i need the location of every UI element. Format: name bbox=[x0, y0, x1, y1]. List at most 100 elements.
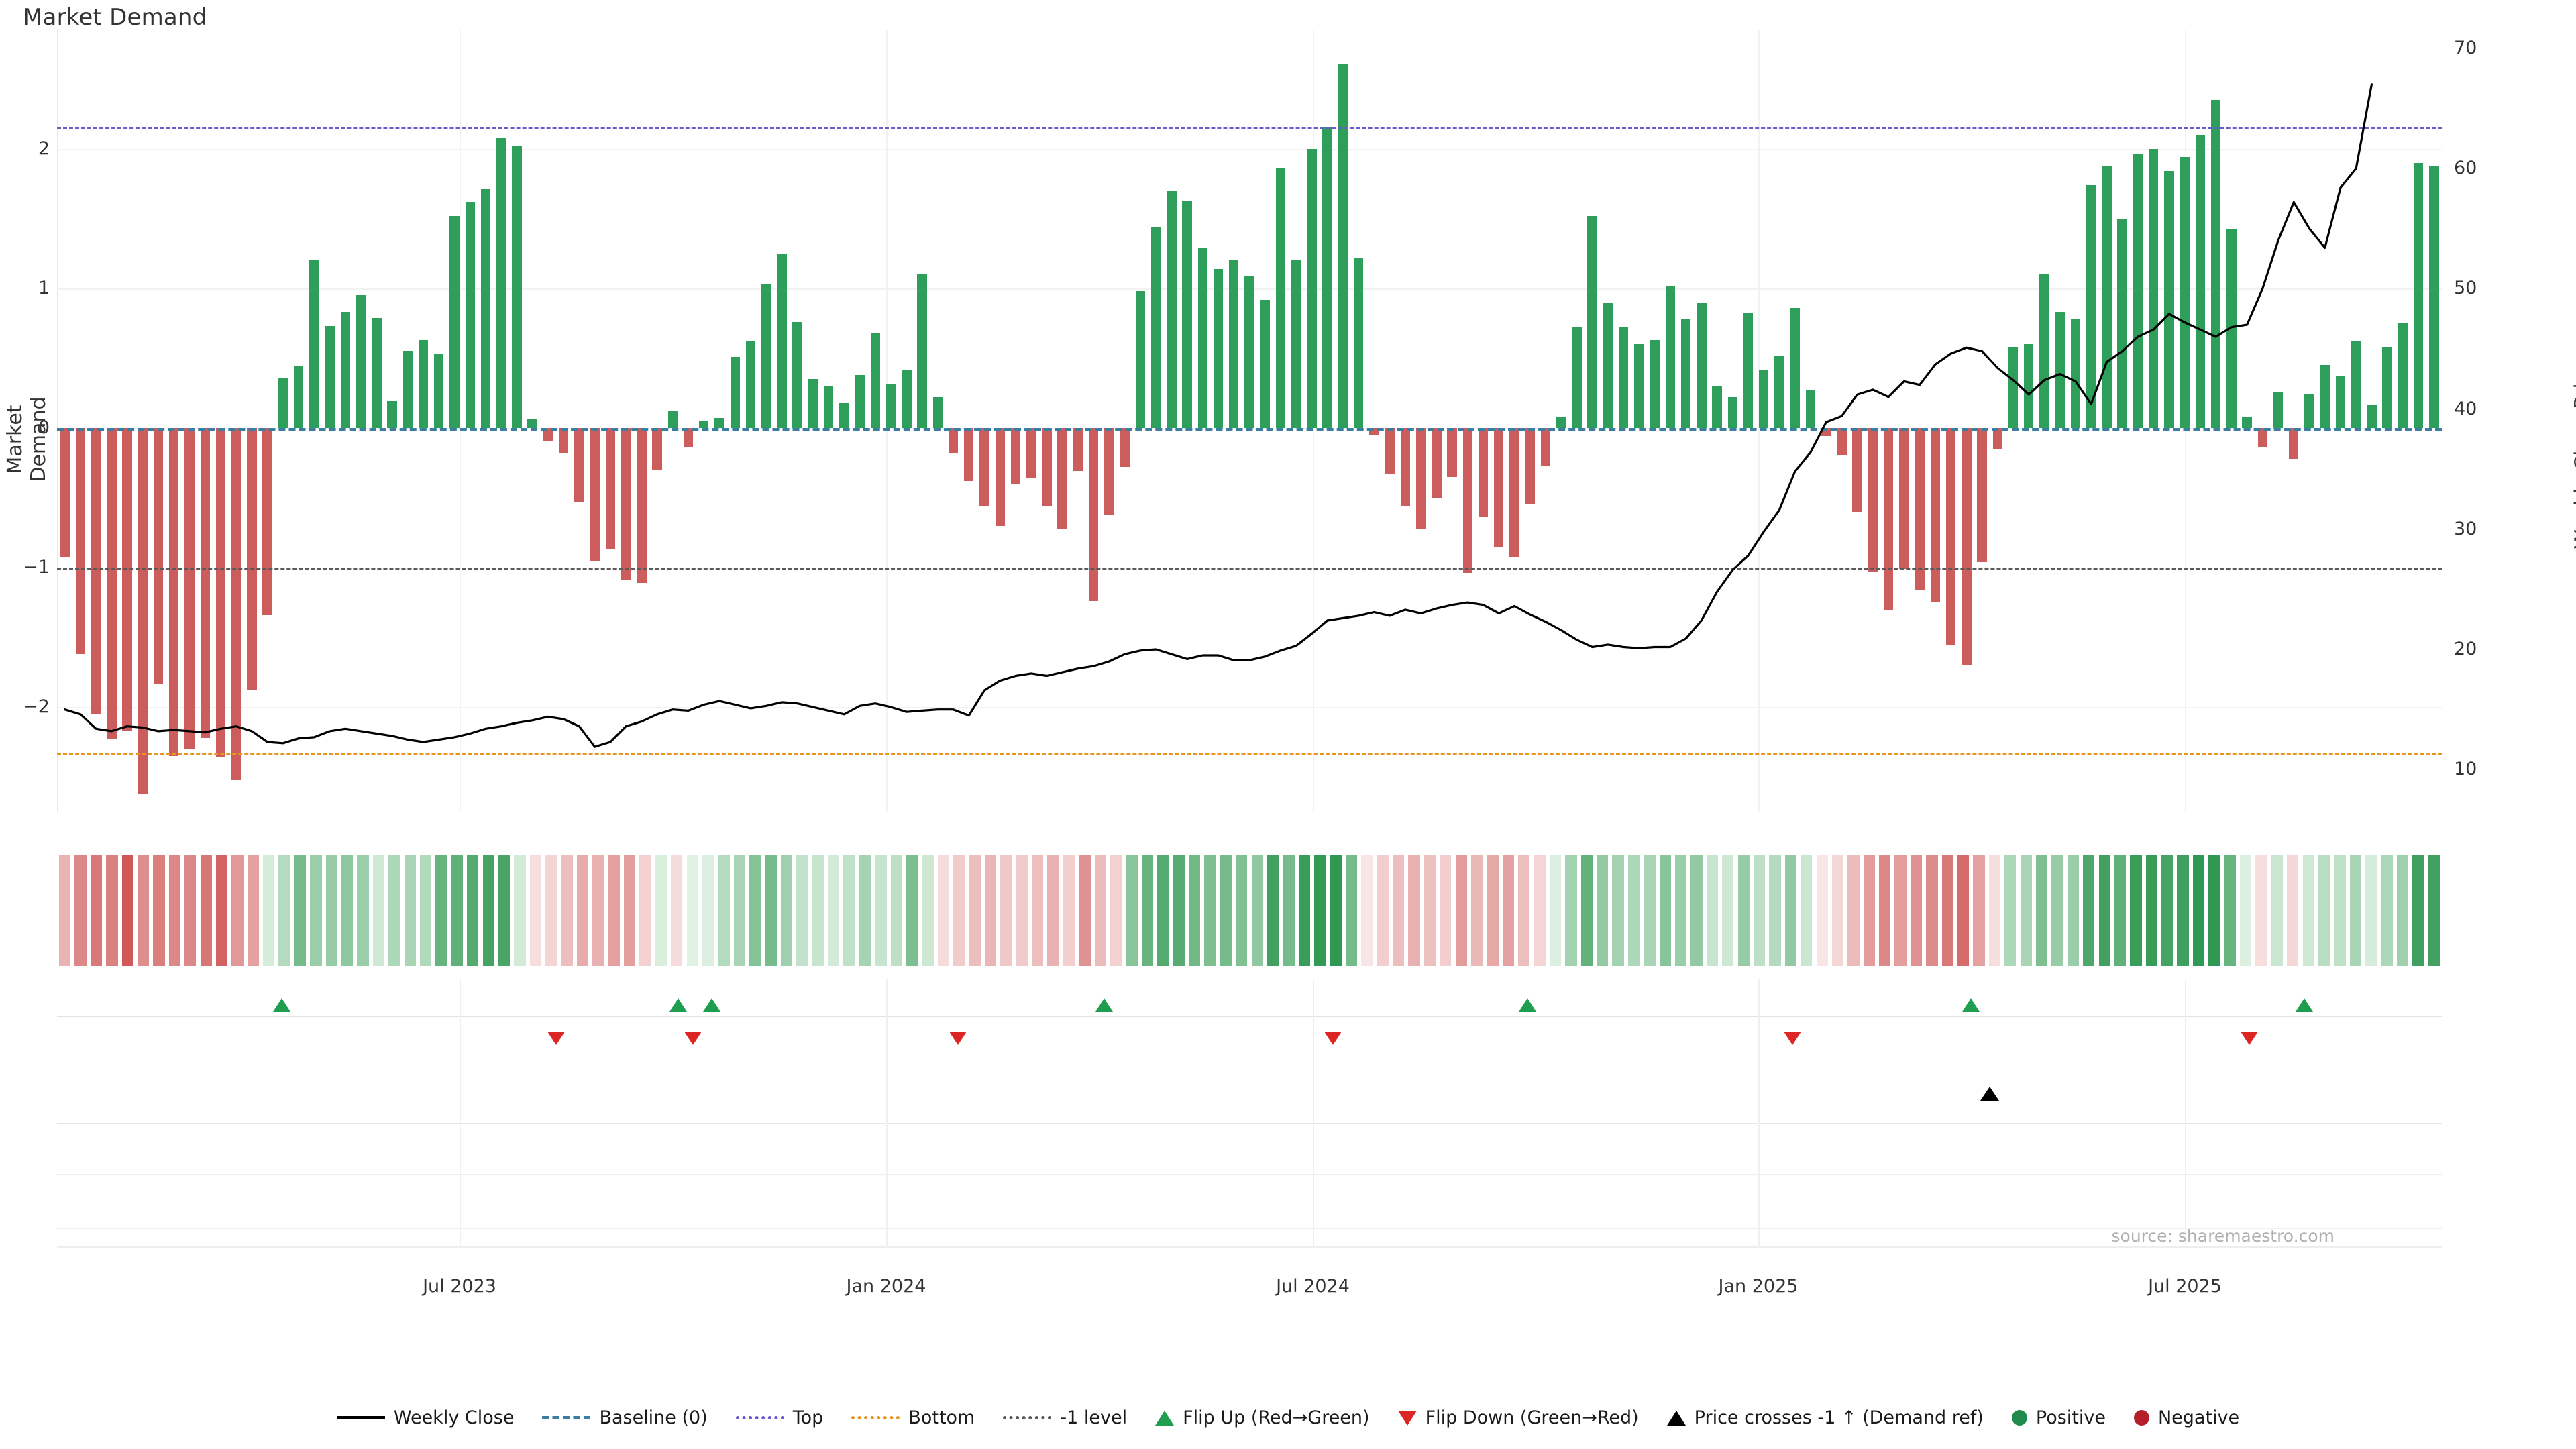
main-gridline-x-3 bbox=[1758, 30, 1760, 812]
demand-bar bbox=[2195, 135, 2206, 428]
legend-item[interactable]: Negative bbox=[2133, 1407, 2239, 1428]
top-reference-line bbox=[57, 126, 2442, 129]
legend-item-label: Bottom bbox=[908, 1407, 975, 1428]
minus1-reference-line bbox=[57, 567, 2442, 570]
demand-bar bbox=[138, 427, 148, 794]
heat-cell bbox=[121, 855, 133, 966]
legend-item[interactable]: Price crosses -1 ↑ (Demand ref) bbox=[1666, 1407, 1984, 1428]
demand-bar bbox=[247, 427, 257, 690]
legend-item[interactable]: Flip Up (Red→Green) bbox=[1155, 1407, 1370, 1428]
legend-item[interactable]: Bottom bbox=[851, 1407, 975, 1428]
flip-down-marker-icon bbox=[949, 1032, 967, 1045]
demand-bar bbox=[1120, 427, 1130, 468]
y-tick-left: −2 bbox=[23, 696, 50, 717]
demand-bar bbox=[1743, 313, 1754, 428]
heat-cell bbox=[1016, 855, 1028, 966]
heat-cell bbox=[467, 855, 479, 966]
heat-cell bbox=[2114, 855, 2127, 966]
heat-cell bbox=[1659, 855, 1671, 966]
heat-cell bbox=[357, 855, 369, 966]
heat-cell bbox=[843, 855, 855, 966]
heat-cell bbox=[1298, 855, 1310, 966]
heat-cell bbox=[2224, 855, 2236, 966]
demand-bar bbox=[418, 339, 429, 428]
demand-bar bbox=[1899, 427, 1909, 569]
demand-bar bbox=[855, 374, 865, 428]
demand-bar bbox=[792, 321, 802, 428]
heat-cell bbox=[482, 855, 494, 966]
heat-cell bbox=[1047, 855, 1059, 966]
page-title: Market Demand bbox=[23, 4, 207, 31]
demand-bar bbox=[60, 427, 70, 558]
flip-down-marker-icon bbox=[547, 1032, 565, 1045]
dotted-line-gray bbox=[1003, 1416, 1052, 1419]
demand-bar bbox=[1400, 427, 1411, 506]
marker-gridline-2 bbox=[57, 1123, 2442, 1124]
demand-bar bbox=[2039, 274, 2049, 428]
heat-cell bbox=[1549, 855, 1562, 966]
demand-bar bbox=[1244, 276, 1254, 428]
demand-bar bbox=[1697, 302, 1707, 428]
demand-bar bbox=[1712, 386, 1722, 428]
flip-up-marker-icon bbox=[703, 998, 720, 1012]
demand-bar bbox=[1385, 427, 1395, 474]
demand-bar bbox=[1915, 427, 1925, 590]
demand-bar bbox=[714, 418, 724, 428]
demand-bar bbox=[293, 366, 304, 428]
demand-bar bbox=[1665, 285, 1676, 428]
heat-cell bbox=[1863, 855, 1875, 966]
heat-cell bbox=[1236, 855, 1248, 966]
demand-bar bbox=[2413, 162, 2424, 428]
heat-cell bbox=[765, 855, 777, 966]
heat-cell bbox=[1377, 855, 1389, 966]
demand-bar bbox=[1525, 427, 1535, 505]
demand-bar bbox=[1432, 427, 1442, 498]
demand-bar bbox=[2055, 312, 2065, 428]
heat-cell bbox=[624, 855, 636, 966]
heat-cell bbox=[325, 855, 337, 966]
legend-item[interactable]: Positive bbox=[2011, 1407, 2106, 1428]
marker-gridline-1 bbox=[57, 1016, 2442, 1017]
legend-item[interactable]: Baseline (0) bbox=[542, 1407, 708, 1428]
heat-cell bbox=[1627, 855, 1640, 966]
legend-item[interactable]: -1 level bbox=[1003, 1407, 1127, 1428]
heat-cell bbox=[1393, 855, 1405, 966]
demand-bar bbox=[2102, 165, 2112, 428]
demand-bar bbox=[1369, 427, 1379, 435]
main-gridline-y-4 bbox=[57, 706, 2442, 708]
demand-bar bbox=[1587, 215, 1597, 428]
bottom-reference-line bbox=[57, 753, 2442, 755]
demand-bar bbox=[122, 427, 132, 731]
legend-item[interactable]: Flip Down (Green→Red) bbox=[1397, 1407, 1639, 1428]
demand-bar bbox=[948, 427, 959, 453]
solid-line-black bbox=[336, 1416, 385, 1419]
heat-cell bbox=[906, 855, 918, 966]
demand-bar bbox=[1572, 327, 1582, 428]
y-axis-right-label: Weekly Close Price bbox=[2571, 360, 2576, 549]
heat-cell bbox=[106, 855, 118, 966]
heat-cell bbox=[1831, 855, 1844, 966]
heat-cell bbox=[2271, 855, 2284, 966]
heat-cell bbox=[1079, 855, 1091, 966]
heat-cell bbox=[1455, 855, 1467, 966]
demand-bar bbox=[434, 354, 444, 428]
heat-cell bbox=[1126, 855, 1138, 966]
flip-down-marker-icon bbox=[2241, 1032, 2258, 1045]
demand-bar bbox=[1073, 427, 1083, 472]
flip-up-marker-icon bbox=[2296, 998, 2313, 1012]
y-tick-left: 1 bbox=[38, 277, 50, 299]
demand-bar bbox=[902, 369, 912, 428]
legend-item[interactable]: Weekly Close bbox=[336, 1407, 514, 1428]
demand-bar bbox=[823, 386, 834, 428]
y-tick-right: 30 bbox=[2454, 518, 2477, 539]
legend-item[interactable]: Top bbox=[735, 1407, 823, 1428]
demand-bar bbox=[153, 427, 164, 684]
demand-bar bbox=[1167, 191, 1177, 428]
y-tick-right: 20 bbox=[2454, 639, 2477, 660]
heat-cell bbox=[1173, 855, 1185, 966]
heat-cell bbox=[310, 855, 322, 966]
heat-cell bbox=[529, 855, 541, 966]
demand-bar bbox=[2008, 347, 2019, 428]
heat-cell bbox=[2365, 855, 2377, 966]
